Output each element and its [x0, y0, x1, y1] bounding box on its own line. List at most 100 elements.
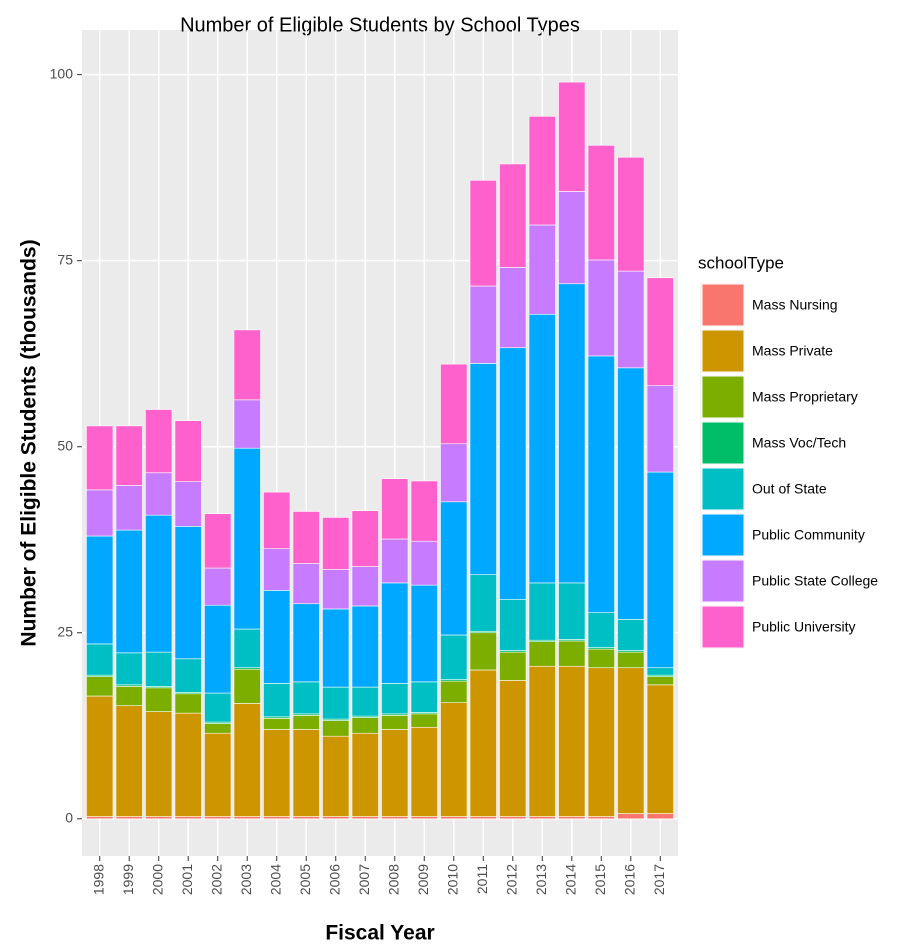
legend-swatch — [701, 605, 745, 649]
bar-segment — [410, 816, 438, 820]
bar-segment — [86, 676, 114, 697]
bar-segment — [587, 648, 615, 669]
x-tick-label: 2013 — [533, 864, 549, 895]
bar-segment — [469, 285, 497, 364]
bar-segment — [528, 641, 556, 667]
bar-segment — [292, 603, 320, 683]
bar-segment — [86, 489, 114, 537]
bar-segment — [558, 283, 586, 584]
bar-segment — [145, 711, 173, 817]
bar-segment — [204, 692, 232, 723]
bar-segment — [528, 313, 556, 584]
bar-segment — [469, 180, 497, 287]
x-tick-label: 2015 — [592, 864, 608, 895]
bar-segment — [115, 816, 143, 820]
bar-segment — [440, 443, 468, 503]
bar-segment — [617, 270, 645, 369]
legend-title: schoolType — [698, 253, 784, 272]
legend-label: Public Community — [752, 527, 865, 543]
bar-segment — [558, 191, 586, 285]
legend-label: Mass Private — [752, 343, 833, 359]
bar-segment — [469, 816, 497, 820]
bar-segment — [322, 720, 350, 737]
bar-segment — [587, 259, 615, 357]
bar-segment — [322, 686, 350, 720]
bar-segment — [528, 224, 556, 315]
bar-segment — [617, 156, 645, 272]
legend-swatch — [701, 559, 745, 603]
legend-swatch — [701, 375, 745, 419]
bar-segment — [646, 667, 674, 676]
bar-segment — [617, 667, 645, 814]
x-axis-title: Fiscal Year — [325, 922, 434, 945]
bar-segment — [646, 676, 674, 686]
bar-segment — [499, 347, 527, 600]
legend-swatch — [701, 421, 745, 465]
bar-segment — [440, 501, 468, 636]
bar-segment — [410, 480, 438, 542]
bar-segment — [145, 687, 173, 712]
bar-segment — [233, 447, 261, 630]
legend-label: Mass Voc/Tech — [752, 435, 846, 451]
y-tick-label: 100 — [50, 65, 74, 81]
bar-segment — [381, 582, 409, 684]
bar-segment — [86, 535, 114, 645]
bar-segment — [558, 582, 586, 640]
chart-title: Number of Eligible Students by School Ty… — [180, 14, 580, 36]
y-tick-label: 75 — [57, 251, 73, 267]
bar-segment — [617, 367, 645, 620]
bar-segment — [381, 816, 409, 820]
x-tick-label: 2014 — [562, 864, 578, 895]
x-tick-label: 2005 — [297, 864, 313, 895]
y-tick-label: 50 — [57, 437, 73, 453]
bar-segment — [322, 816, 350, 820]
bar-segment — [410, 540, 438, 586]
bar-segment — [646, 813, 674, 820]
bar-segment — [86, 643, 114, 676]
bar-segment — [410, 726, 438, 817]
bar-segment — [587, 816, 615, 820]
bar-segment — [145, 816, 173, 820]
bar-segment — [558, 665, 586, 817]
x-tick-label: 2000 — [149, 864, 165, 895]
bar-segment — [469, 363, 497, 576]
bar-segment — [292, 729, 320, 817]
bar-segment — [204, 604, 232, 694]
bar-segment — [440, 702, 468, 817]
bar-segment — [617, 651, 645, 669]
x-tick-label: 2007 — [356, 864, 372, 895]
bar-segment — [528, 116, 556, 226]
legend-label: Public University — [752, 619, 855, 635]
bar-segment — [263, 491, 291, 549]
legend-swatch — [701, 283, 745, 327]
bar-segment — [499, 651, 527, 681]
bar-segment — [233, 399, 261, 449]
bar-segment — [115, 705, 143, 817]
bar-segment — [233, 329, 261, 401]
bar-segment — [322, 608, 350, 688]
bar-segment — [499, 267, 527, 349]
bar-segment — [440, 634, 468, 680]
bar-segment — [204, 816, 232, 820]
bar-segment — [292, 511, 320, 564]
bar-segment — [174, 693, 202, 714]
bar-segment — [381, 715, 409, 730]
bar-segment — [587, 612, 615, 648]
bar-segment — [646, 385, 674, 473]
bar-segment — [145, 409, 173, 474]
bar-segment — [115, 425, 143, 486]
bar-segment — [292, 681, 320, 715]
bar-segment — [233, 816, 261, 820]
bar-segment — [263, 816, 291, 820]
legend-swatch — [701, 467, 745, 511]
bar-segment — [381, 683, 409, 715]
x-tick-label: 2008 — [385, 864, 401, 895]
bar-segment — [499, 680, 527, 817]
bar-segment — [528, 816, 556, 820]
bar-segment — [145, 472, 173, 516]
x-tick-label: 2001 — [179, 864, 195, 895]
x-tick-label: 1998 — [90, 864, 106, 895]
bar-segment — [204, 723, 232, 734]
bar-segment — [86, 695, 114, 817]
bar-segment — [174, 420, 202, 482]
